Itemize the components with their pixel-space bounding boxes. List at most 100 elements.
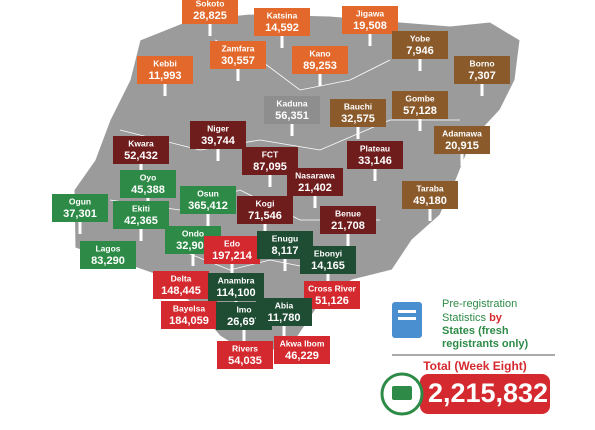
legend: Pre-registration Statistics by States (f… bbox=[380, 298, 555, 416]
state-box bbox=[52, 194, 108, 222]
state-box bbox=[113, 136, 169, 164]
state-box bbox=[347, 141, 403, 169]
state-value: 52,432 bbox=[124, 150, 158, 162]
state-value: 21,402 bbox=[298, 182, 332, 194]
state-value: 114,100 bbox=[216, 287, 255, 299]
state-name: Rivers bbox=[232, 343, 258, 353]
state-name: FCT bbox=[262, 149, 279, 159]
state-box bbox=[392, 31, 448, 59]
state-value: 49,180 bbox=[413, 195, 447, 207]
state-name: Kebbi bbox=[153, 58, 177, 68]
state-box bbox=[454, 56, 510, 84]
state-value: 37,301 bbox=[63, 208, 97, 220]
state-box bbox=[210, 41, 266, 69]
state-name: Oyo bbox=[140, 172, 157, 182]
state-name: Ondo bbox=[182, 228, 204, 238]
state-name: Edo bbox=[224, 238, 240, 248]
state-value: 57,128 bbox=[403, 105, 437, 117]
total-label: Total (Week Eight) bbox=[423, 359, 527, 373]
state-value: 197,214 bbox=[212, 250, 253, 262]
state-box bbox=[274, 336, 330, 364]
legend-title: by bbox=[489, 312, 503, 324]
state-box bbox=[113, 201, 169, 229]
state-box bbox=[80, 241, 136, 269]
state-value: 39,744 bbox=[201, 135, 236, 147]
state-box bbox=[204, 236, 260, 264]
state-box bbox=[208, 273, 264, 301]
legend-title: registrants only) bbox=[442, 338, 529, 350]
state-name: Kano bbox=[309, 48, 330, 58]
state-value: 32,906 bbox=[176, 240, 210, 252]
total-box bbox=[420, 374, 550, 414]
state-value: 14,165 bbox=[311, 260, 345, 272]
state-box bbox=[180, 186, 236, 214]
state-value: 46,229 bbox=[285, 350, 319, 362]
state-name: Enugu bbox=[272, 233, 298, 243]
legend-icon bbox=[398, 317, 416, 320]
state-value: 365,412 bbox=[188, 200, 228, 212]
state-value: 32,575 bbox=[341, 113, 375, 125]
state-box bbox=[237, 196, 293, 224]
state-value: 83,290 bbox=[91, 255, 125, 267]
state-value: 51,126 bbox=[315, 295, 349, 307]
state-box bbox=[292, 46, 348, 74]
state-name: Taraba bbox=[416, 183, 444, 193]
state-name: Plateau bbox=[360, 143, 390, 153]
state-name: Akwa Ibom bbox=[280, 338, 325, 348]
state-box bbox=[182, 0, 238, 24]
state-box bbox=[287, 168, 343, 196]
state-name: Sokoto bbox=[196, 0, 225, 8]
state-value: 14,592 bbox=[265, 22, 299, 34]
state-value: 28,825 bbox=[193, 10, 227, 22]
state-name: Lagos bbox=[95, 243, 120, 253]
state-box bbox=[434, 126, 490, 154]
state-name: Gombe bbox=[405, 93, 435, 103]
state-name: Kogi bbox=[256, 198, 275, 208]
legend-icon bbox=[398, 310, 416, 313]
total-value: 2,215,832 bbox=[428, 378, 548, 408]
state-name: Bayelsa bbox=[173, 303, 205, 313]
state-box bbox=[392, 91, 448, 119]
state-box bbox=[190, 121, 246, 149]
state-value: 87,095 bbox=[253, 161, 287, 173]
state-box bbox=[256, 298, 312, 326]
state-name: Ekiti bbox=[132, 203, 150, 213]
state-name: Katsina bbox=[267, 10, 298, 20]
state-name: Cross River bbox=[308, 283, 356, 293]
state-value: 11,993 bbox=[148, 70, 181, 82]
state-value: 148,445 bbox=[161, 285, 201, 297]
state-value: 42,365 bbox=[124, 215, 158, 227]
state-value: 21,708 bbox=[331, 220, 365, 232]
state-name: Ebonyi bbox=[314, 248, 342, 258]
legend-title: Statistics by bbox=[442, 312, 503, 324]
state-value: 71,546 bbox=[248, 210, 282, 222]
state-value: 184,059 bbox=[169, 315, 209, 327]
state-name: Nasarawa bbox=[295, 170, 335, 180]
state-name: Osun bbox=[197, 188, 219, 198]
state-name: Kaduna bbox=[276, 98, 307, 108]
state-box bbox=[300, 246, 356, 274]
state-value: 56,351 bbox=[275, 110, 309, 122]
legend-title: Statistics bbox=[442, 312, 487, 324]
state-box bbox=[161, 301, 217, 329]
state-box bbox=[264, 96, 320, 124]
legend-title: States (fresh bbox=[442, 325, 509, 337]
state-name: Adamawa bbox=[442, 128, 482, 138]
state-value: 45,388 bbox=[131, 184, 165, 196]
state-box bbox=[342, 6, 398, 34]
state-box bbox=[153, 271, 209, 299]
state-box bbox=[320, 206, 376, 234]
state-box bbox=[120, 170, 176, 198]
state-box bbox=[254, 8, 310, 36]
state-value: 19,508 bbox=[353, 20, 387, 32]
state-name: Abia bbox=[275, 300, 294, 310]
state-value: 26,697 bbox=[227, 316, 261, 328]
state-value: 20,915 bbox=[445, 140, 479, 152]
state-name: Ogun bbox=[69, 196, 91, 206]
state-name: Anambra bbox=[218, 275, 255, 285]
state-value: 7,946 bbox=[406, 45, 434, 57]
state-value: 33,146 bbox=[358, 155, 392, 167]
state-name: Yobe bbox=[410, 33, 430, 43]
state-box bbox=[137, 56, 193, 84]
